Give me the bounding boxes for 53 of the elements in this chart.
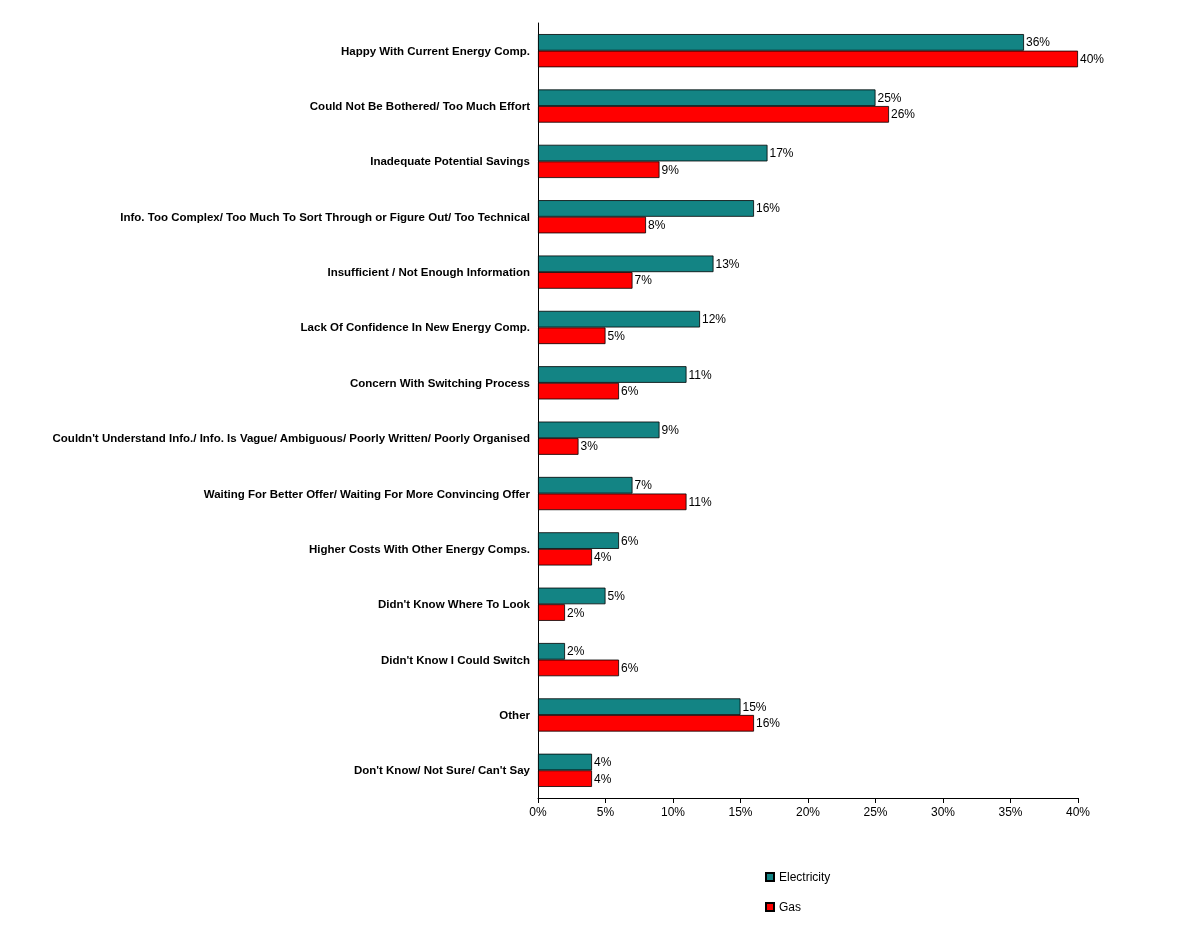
data-label: 36%: [1026, 35, 1051, 50]
y-tick-label: Insufficient / Not Enough Information: [327, 266, 530, 279]
data-label: 7%: [634, 478, 653, 493]
y-tick-label: Concern With Switching Process: [349, 376, 530, 389]
x-tick-label: 5%: [596, 805, 615, 819]
x-tick-label: 30%: [930, 805, 956, 819]
data-label: 6%: [621, 384, 639, 399]
y-tick-label: Happy With Current Energy Comp.: [340, 44, 530, 57]
data-label: 4%: [594, 550, 612, 565]
data-label: 8%: [648, 218, 666, 233]
data-label: 6%: [621, 660, 639, 675]
data-label: 13%: [715, 256, 740, 271]
x-tick-label: 0%: [529, 805, 547, 819]
data-label: 4%: [594, 755, 612, 770]
data-label: 9%: [661, 162, 680, 177]
x-tick-label: 15%: [728, 805, 753, 819]
legend-label: Electricity: [779, 870, 831, 884]
data-label: 2%: [567, 644, 585, 659]
x-tick-label: 10%: [660, 805, 686, 819]
y-tick-label: Could Not Be Bothered/ Too Much Effort: [309, 100, 531, 113]
data-label: 25%: [877, 90, 902, 105]
data-label: 40%: [1080, 51, 1105, 66]
data-label: 16%: [756, 201, 781, 216]
y-tick-label: Lack Of Confidence In New Energy Comp.: [300, 321, 530, 334]
data-label: 12%: [702, 312, 727, 327]
data-label: 9%: [661, 422, 680, 437]
x-tick-label: 35%: [998, 805, 1023, 819]
data-label: 4%: [594, 771, 612, 786]
data-label: 5%: [607, 328, 626, 343]
x-tick-label: 25%: [863, 805, 888, 819]
data-label: 6%: [621, 533, 639, 548]
y-tick-label: Inadequate Potential Savings: [370, 155, 530, 168]
data-label: 17%: [769, 146, 794, 161]
y-tick-label: Waiting For Better Offer/ Waiting For More Convincing Offer: [203, 487, 531, 500]
y-tick-label: Don't Know/ Not Sure/ Can't Say: [353, 764, 531, 777]
data-label: 11%: [688, 494, 712, 509]
data-label: 26%: [891, 107, 916, 122]
y-tick-label: Other: [499, 708, 531, 721]
data-label: 16%: [756, 716, 781, 731]
y-tick-label: Didn't Know Where To Look: [377, 598, 531, 611]
y-tick-label: Couldn't Understand Info./ Info. Is Vague/ Ambiguous/ Poorly Written/ Poorly Organised: [52, 432, 530, 445]
data-label: 5%: [607, 588, 626, 603]
x-tick-label: 40%: [1065, 805, 1091, 819]
y-tick-label: Didn't Know I Could Switch: [380, 653, 530, 666]
legend-label: Gas: [779, 900, 802, 914]
data-label: 11%: [688, 367, 712, 382]
x-tick-label: 20%: [795, 805, 821, 819]
y-tick-label: Higher Costs With Other Energy Comps.: [309, 542, 530, 555]
data-label: 15%: [742, 699, 767, 714]
data-label: 3%: [580, 439, 599, 454]
data-label: 2%: [567, 605, 585, 620]
y-tick-label: Info. Too Complex/ Too Much To Sort Through or Figure Out/ Too Technical: [120, 210, 530, 223]
data-label: 7%: [634, 273, 653, 288]
